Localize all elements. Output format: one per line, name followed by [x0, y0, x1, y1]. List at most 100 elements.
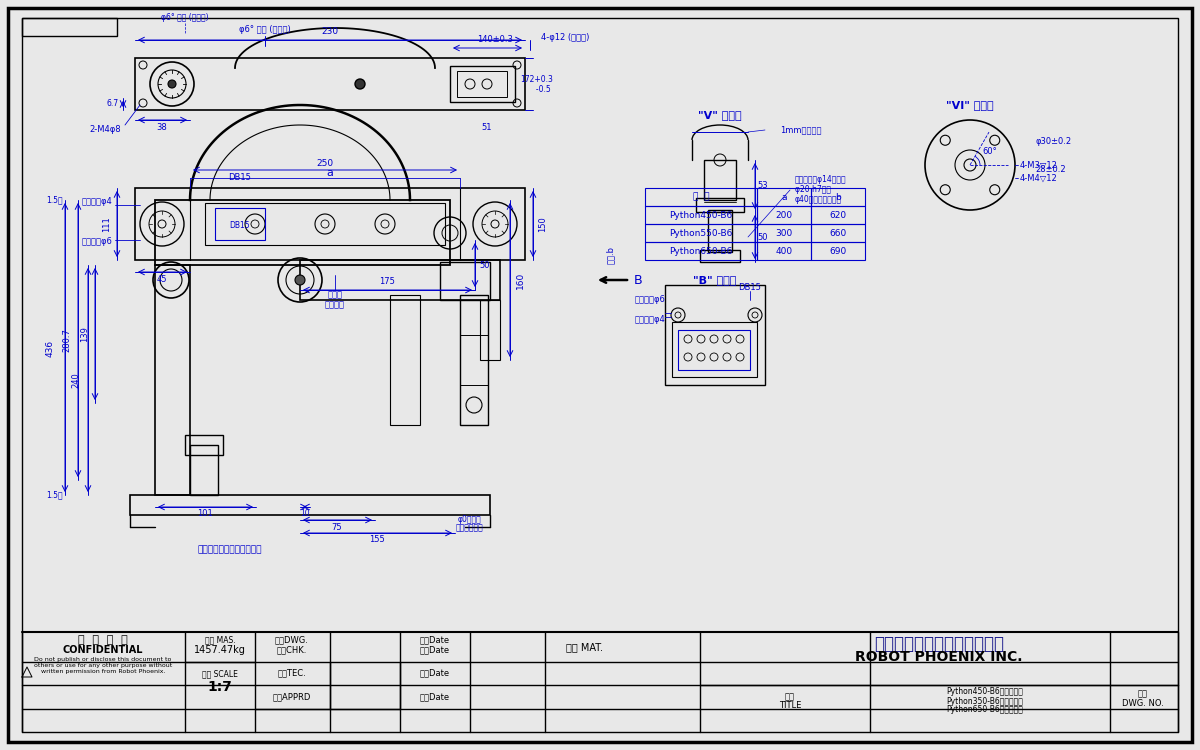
Bar [757, 188, 811, 206]
Bar [457, 71, 508, 97]
Text: 4-M3▽12: 4-M3▽12 [1020, 160, 1058, 170]
Text: 1mm平面切槽: 1mm平面切槽 [780, 125, 822, 134]
Text: 1:7: 1:7 [208, 680, 233, 694]
Bar [440, 262, 490, 300]
Bar [190, 445, 218, 495]
Text: -0.5: -0.5 [523, 85, 551, 94]
Bar [460, 295, 488, 425]
Text: 1.5粗: 1.5粗 [47, 196, 64, 205]
Text: 140±0.3: 140±0.3 [478, 35, 512, 44]
Text: a: a [326, 168, 334, 178]
Bar [450, 66, 515, 102]
Circle shape [355, 79, 365, 89]
Text: 批准APPRD: 批准APPRD [272, 692, 311, 701]
Text: 图号: 图号 [1138, 689, 1148, 698]
Text: 日期Date: 日期Date [420, 692, 450, 701]
Bar [185, 435, 223, 455]
Bar [646, 224, 757, 242]
Bar [757, 224, 811, 242]
Bar [205, 203, 445, 245]
Text: Python450-B6: Python450-B6 [670, 211, 733, 220]
Text: φ0孔以上: φ0孔以上 [458, 515, 482, 524]
Text: 250: 250 [317, 158, 334, 167]
Text: 660: 660 [829, 229, 847, 238]
Text: 工艺TEC.: 工艺TEC. [277, 668, 306, 677]
Text: 436: 436 [46, 340, 54, 356]
Text: 机  型: 机 型 [692, 193, 709, 202]
Text: 51: 51 [481, 124, 492, 133]
Text: 50: 50 [757, 232, 768, 242]
Text: 38: 38 [157, 124, 167, 133]
Bar [155, 265, 190, 495]
Bar [696, 198, 744, 212]
Text: 操测按钮: 操测按钮 [325, 301, 346, 310]
Text: φ30±0.2: φ30±0.2 [1034, 137, 1072, 146]
Text: 机  密  文  件: 机 密 文 件 [78, 635, 128, 645]
Bar [700, 250, 740, 262]
Text: 160: 160 [516, 272, 524, 289]
Text: 1457.47kg: 1457.47kg [194, 645, 246, 655]
Text: 日期Date: 日期Date [420, 635, 450, 644]
Text: a: a [781, 193, 787, 202]
Text: 指示灯: 指示灯 [328, 290, 342, 299]
Text: 240: 240 [72, 372, 80, 388]
Text: 53: 53 [757, 182, 768, 190]
Bar [300, 260, 500, 300]
Text: Do not publish or disclose this document to: Do not publish or disclose this document… [35, 656, 172, 662]
Text: 日期Date: 日期Date [420, 668, 450, 677]
Text: 620: 620 [829, 211, 846, 220]
Text: 6.7: 6.7 [107, 100, 119, 109]
Text: 200: 200 [775, 211, 792, 220]
Bar [811, 224, 865, 242]
Bar [646, 242, 757, 260]
Text: 济南翼菲自动化科技有限公司: 济南翼菲自动化科技有限公司 [874, 635, 1004, 653]
Text: Python650-B6整机外形图: Python650-B6整机外形图 [947, 706, 1024, 715]
Bar [134, 188, 526, 260]
Text: 300: 300 [775, 229, 793, 238]
Bar [757, 206, 811, 224]
Text: "B" 部详图: "B" 部详图 [694, 275, 737, 285]
Bar [155, 200, 450, 265]
Text: 机械定位空间: 机械定位空间 [456, 524, 484, 532]
Bar [646, 206, 757, 224]
Text: TITLE: TITLE [779, 700, 802, 709]
Text: 用户气管φ6: 用户气管φ6 [635, 296, 666, 304]
Text: 用户气管φ4: 用户气管φ4 [82, 197, 113, 206]
Text: 2-M4φ8: 2-M4φ8 [89, 125, 121, 134]
Text: Python350-B6整机外形图: Python350-B6整机外形图 [947, 697, 1024, 706]
Circle shape [295, 275, 305, 285]
Circle shape [168, 80, 176, 88]
Text: 150: 150 [539, 216, 547, 232]
Bar [215, 208, 265, 240]
Bar [134, 58, 526, 110]
Bar [811, 188, 865, 206]
Text: 400: 400 [775, 247, 792, 256]
Text: 用户气管φ6: 用户气管φ6 [82, 238, 113, 247]
Text: 60°: 60° [983, 148, 997, 157]
Text: 28±0.2: 28±0.2 [1034, 166, 1066, 175]
Text: 10: 10 [300, 509, 310, 518]
Text: 690: 690 [829, 247, 847, 256]
Bar [811, 242, 865, 260]
Text: DB15: DB15 [229, 220, 251, 230]
Bar [678, 330, 750, 370]
Text: 280.7: 280.7 [62, 328, 72, 352]
Text: φ40机械停止位直径: φ40机械停止位直径 [796, 196, 842, 205]
Text: B: B [634, 274, 642, 286]
Text: written permission from Robot Phoenix.: written permission from Robot Phoenix. [41, 668, 166, 674]
Text: φ6° 管管 (安装孔): φ6° 管管 (安装孔) [161, 13, 209, 22]
Text: b: b [835, 193, 841, 202]
Text: DWG. NO.: DWG. NO. [1122, 698, 1164, 707]
Text: "VI" 部视图: "VI" 部视图 [946, 100, 994, 110]
Text: φ6° 管管 (安装孔): φ6° 管管 (安装孔) [239, 26, 290, 34]
Text: Python550-B6: Python550-B6 [670, 229, 733, 238]
Text: 230: 230 [322, 28, 338, 37]
Bar [480, 300, 500, 360]
Text: 注：机械停止位的冲程余量: 注：机械停止位的冲程余量 [198, 545, 263, 554]
Bar [390, 295, 420, 425]
Text: DB15: DB15 [228, 173, 252, 182]
Text: 139: 139 [80, 326, 90, 342]
Bar [757, 242, 811, 260]
Text: 50: 50 [480, 260, 491, 269]
Text: 名称: 名称 [785, 692, 796, 701]
